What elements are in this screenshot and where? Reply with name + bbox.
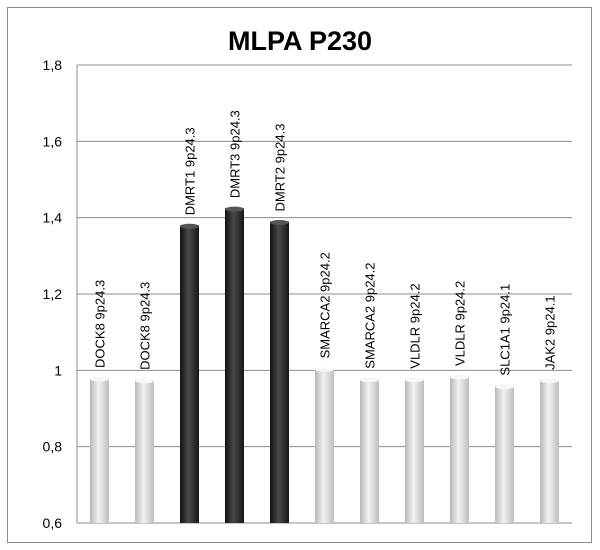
bar-body [90,377,109,523]
bar-cap [495,384,514,390]
bar [315,366,334,523]
bar-label: VLDLR 9p24.2 [408,283,423,368]
bar-label: DOCK8 9p24.3 [138,282,153,370]
bar-body [495,385,514,523]
bars [90,206,559,524]
y-tick-label: 1,4 [43,210,63,226]
bar-labels: DOCK8 9p24.3 DOCK8 9p24.3 DMRT1 9p24.3 DMRT… [93,110,558,375]
bar-cap [540,378,559,384]
y-tick-label: 1,8 [43,57,63,73]
bar-cap [180,223,199,229]
y-axis: 0,6 0,8 1 1,2 1,4 1,6 1,8 [43,57,78,531]
bar-label: VLDLR 9p24.2 [453,281,468,366]
bar-body [180,225,199,524]
bar-body [540,379,559,523]
bar-label: SMARCA2 9p24.2 [318,252,333,358]
bar [450,374,469,523]
bar-body [450,376,469,523]
chart-title: MLPA P230 [228,26,372,56]
bar [360,377,379,523]
bar-body [405,378,424,523]
y-tick-label: 0,8 [43,439,63,455]
bar-label: SLC1A1 9p24.1 [498,284,513,376]
bar-body [135,379,154,523]
bar-label: JAK2 9p24.1 [543,295,558,369]
y-tick-label: 1,2 [43,286,63,302]
bar-body [270,221,289,523]
y-tick-label: 1,6 [43,133,63,149]
gridlines [77,64,572,524]
bar-label: DMRT2 9p24.3 [273,124,288,212]
bar-cap [225,206,244,212]
bar [225,206,244,523]
bar-cap [450,374,469,380]
bar-label: SMARCA2 9p24.2 [363,262,378,368]
bar [540,378,559,523]
bar-body [315,368,334,523]
bar-cap [135,378,154,384]
bar [270,219,289,523]
bar-body [360,378,379,523]
bar-label: DMRT1 9p24.3 [183,127,198,215]
y-tick-label: 0,6 [43,515,63,531]
bar [180,223,199,524]
bar-cap [360,377,379,383]
bar [90,376,109,523]
bar-label: DMRT3 9p24.3 [228,110,243,198]
bar-cap [315,366,334,372]
bar-cap [405,377,424,383]
y-tick-label: 1 [54,362,62,378]
bar-label: DOCK8 9p24.3 [93,280,108,368]
bar [405,377,424,523]
bar [495,384,514,523]
bar-body [225,208,244,523]
bar-cap [270,219,289,225]
bar-cap [90,376,109,382]
bar [135,378,154,523]
